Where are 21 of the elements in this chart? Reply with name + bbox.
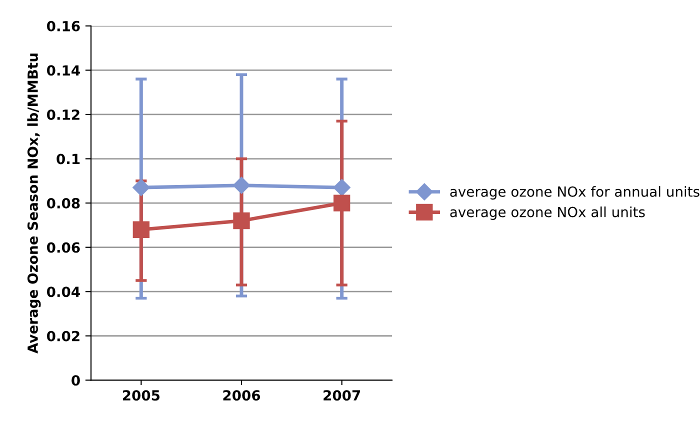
x-tick-label: 2005 [122, 390, 160, 401]
point [333, 178, 350, 196]
point [132, 178, 150, 196]
legend-label: average ozone NOx for annual units [450, 186, 700, 200]
y-tick-label: 0.02 [46, 330, 80, 342]
x-tick-label: 2007 [324, 390, 360, 401]
y-tick-label: 0.04 [46, 286, 80, 298]
point [334, 194, 350, 212]
y-tick-label: 0.06 [46, 242, 80, 253]
legend-label: average ozone NOx all units [450, 206, 645, 220]
y-tick-label: 0.14 [46, 65, 80, 76]
point [233, 212, 250, 230]
y-tick-label: 0.1 [56, 154, 80, 164]
y-tick-label: 0.08 [46, 198, 80, 209]
point [232, 176, 250, 194]
y-axis-title: Average Ozone Season NOx, lb/MMBtu [27, 54, 41, 354]
y-tick-label: 0.16 [46, 20, 80, 32]
x-tick-label: 2006 [223, 390, 260, 401]
point [132, 221, 150, 238]
y-tick-label: 0 [72, 375, 80, 386]
y-tick-label: 0.12 [46, 109, 80, 120]
